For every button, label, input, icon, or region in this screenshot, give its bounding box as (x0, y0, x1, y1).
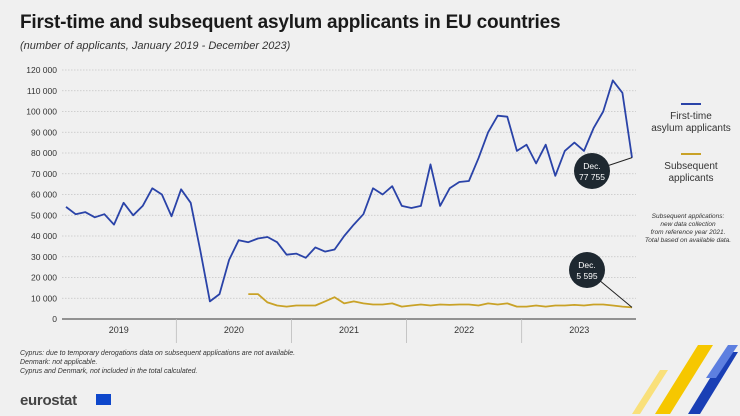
legend-subsequent-line2: applicants (668, 173, 714, 184)
y-tick-label: 50 000 (31, 210, 57, 220)
y-tick-label: 0 (52, 314, 57, 324)
x-tick-label: 2023 (569, 325, 589, 335)
x-tick-label: 2019 (109, 325, 129, 335)
note-line: Subsequent applications: (651, 213, 725, 220)
note-line: from reference year 2021. (650, 229, 726, 236)
eu-flag-icon (96, 394, 111, 405)
callout-value: 77 755 (579, 172, 605, 182)
footnotes: Cyprus: due to temporary derogations dat… (20, 349, 295, 376)
eurostat-logo: eurostat (20, 392, 77, 409)
y-tick-label: 110 000 (27, 86, 57, 96)
x-tick-label: 2022 (454, 325, 474, 335)
callout-bubble (574, 153, 610, 189)
series-line-subsequent (248, 293, 633, 309)
note-line: new data collection (660, 221, 716, 228)
grid (62, 69, 636, 320)
y-tick-label: 90 000 (31, 127, 57, 137)
note-line: Total based on available data. (644, 237, 732, 244)
callout-label: Dec. (578, 260, 595, 270)
footnote: Cyprus and Denmark, not included in the … (20, 368, 198, 375)
callout-bubble (569, 252, 605, 288)
chart-subtitle: (number of applicants, January 2019 - De… (20, 40, 291, 52)
decorative-stripes (632, 345, 738, 414)
y-tick-label: 60 000 (31, 190, 57, 200)
callout-label: Dec. (583, 161, 600, 171)
footnote: Cyprus: due to temporary derogations dat… (20, 350, 296, 357)
legend-first-time: First-time asylum applicants (646, 103, 736, 135)
chart-title: First-time and subsequent asylum applica… (20, 12, 561, 33)
legend-subsequent: Subsequent applicants (646, 153, 736, 185)
y-tick-label: 120 000 (26, 65, 57, 75)
y-tick-label: 40 000 (31, 231, 57, 241)
y-tick-label: 100 000 (26, 107, 57, 117)
y-tick-label: 80 000 (31, 148, 57, 158)
series-lines (65, 79, 633, 309)
legend-swatch-subsequent (681, 153, 701, 155)
legend-swatch-first-time (681, 103, 701, 105)
y-axis: 0 10 000 20 000 30 000 40 000 50 000 60 000 70 … (26, 65, 57, 324)
stripe-yellow-light (632, 370, 668, 414)
x-axis: 2019 2020 2021 2022 2023 (109, 319, 589, 343)
footnote: Denmark: not applicable. (20, 359, 98, 366)
legend-subsequent-line1: Subsequent (664, 161, 718, 172)
legend-first-time-line2: asylum applicants (651, 123, 731, 134)
callout-value: 5 595 (576, 271, 598, 281)
y-tick-label: 10 000 (31, 293, 57, 303)
x-tick-label: 2020 (224, 325, 244, 335)
y-tick-label: 70 000 (31, 169, 57, 179)
legend-first-time-line1: First-time (670, 111, 712, 122)
y-tick-label: 20 000 (31, 273, 57, 283)
stripe-blue-light (706, 345, 738, 378)
y-tick-label: 30 000 (31, 252, 57, 262)
x-tick-label: 2021 (339, 325, 359, 335)
series-line-first-time (65, 79, 633, 303)
subsequent-data-note: Subsequent applications: new data collec… (640, 213, 736, 245)
stripe-blue (688, 352, 738, 414)
stripe-yellow (655, 345, 713, 414)
